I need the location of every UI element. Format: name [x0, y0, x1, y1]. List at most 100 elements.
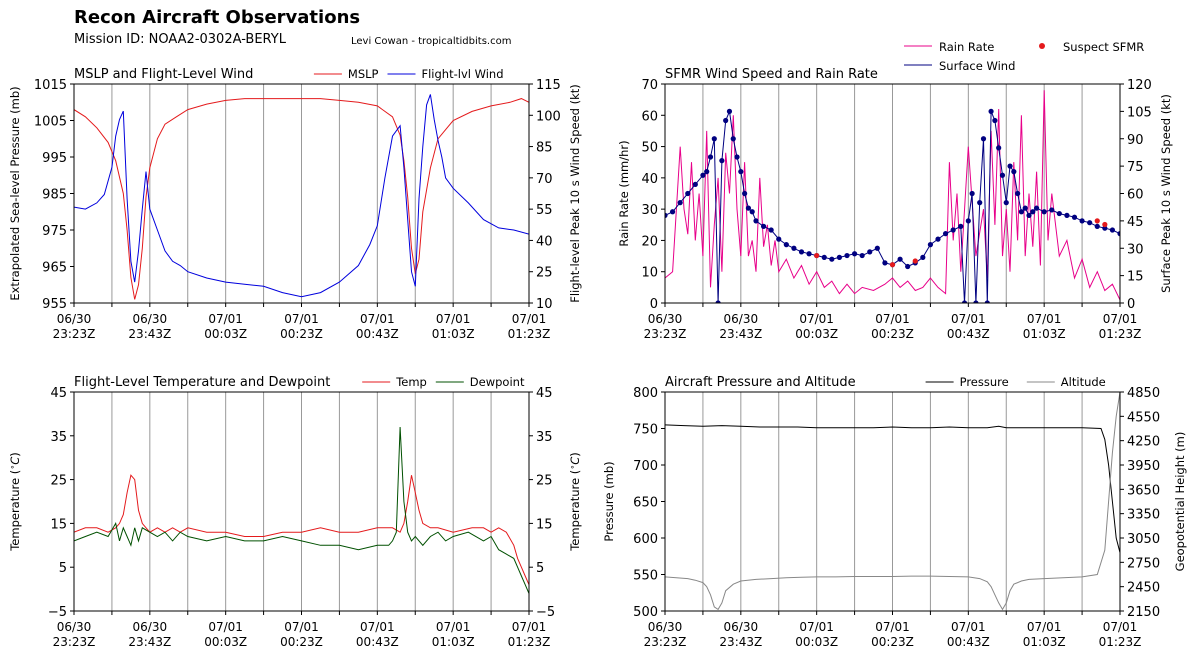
y-tick-label-right: 70: [536, 172, 553, 187]
sfmr-point: [1079, 218, 1085, 224]
sfmr-point: [1015, 190, 1021, 197]
sfmr-point: [783, 242, 789, 248]
x-tick-label-date: 07/01: [360, 312, 395, 326]
x-tick-label-time: 01:03Z: [1023, 635, 1066, 649]
y-tick-label-right: 100: [536, 109, 561, 124]
suspect-point: [912, 258, 918, 264]
sfmr-point: [821, 254, 827, 260]
x-tick-label-time: 01:23Z: [508, 327, 551, 341]
x-tick-label-time: 00:43Z: [356, 327, 399, 341]
y-tick-label-right: 10: [536, 297, 553, 312]
series-line-dew: [74, 426, 529, 594]
sfmr-point: [969, 190, 975, 197]
x-tick-label-time: 23:43Z: [128, 635, 171, 649]
sfmr-point: [996, 145, 1002, 151]
x-tick-label-date: 06/30: [133, 620, 168, 634]
sfmr-point: [1011, 169, 1017, 175]
sfmr-point: [806, 251, 812, 257]
y-tick-label-right: 3350: [1127, 508, 1160, 523]
sfmr-point: [897, 256, 903, 262]
x-tick-label-date: 07/01: [1027, 312, 1062, 326]
x-tick-label-date: 07/01: [1103, 312, 1138, 326]
panel-3: 06/3023:23Z06/3023:43Z07/0100:03Z07/0100…: [8, 375, 582, 649]
sfmr-point: [730, 136, 736, 142]
series-line-mslp: [74, 98, 529, 300]
sfmr-point: [1041, 209, 1047, 215]
x-tick-label-time: 01:23Z: [1099, 635, 1142, 649]
sfmr-point: [665, 212, 668, 218]
suspect-point: [889, 262, 896, 268]
x-tick-label-time: 23:23Z: [53, 327, 96, 341]
y-tick-label-right: 115: [536, 78, 561, 93]
sfmr-point: [1030, 209, 1036, 215]
y-tick-label-right: 0: [1127, 297, 1135, 312]
legend-swatch-point: [1039, 43, 1045, 49]
sfmr-point: [874, 245, 880, 251]
y-tick-label-right: 85: [536, 141, 553, 156]
sfmr-point: [829, 256, 835, 262]
x-tick-label-date: 06/30: [648, 312, 683, 326]
x-tick-label-date: 07/01: [284, 312, 319, 326]
series-line-temp: [74, 474, 529, 585]
sfmr-point: [692, 181, 698, 187]
sfmr-point: [1007, 163, 1013, 169]
y-tick-label-left: 1015: [34, 78, 67, 93]
sfmr-point: [707, 154, 714, 160]
y-tick-label-left: 0: [650, 297, 658, 312]
y-tick-label-right: 3050: [1127, 532, 1160, 547]
y-tick-label-right: 40: [536, 234, 553, 249]
sfmr-point: [719, 158, 725, 164]
legend-label: Suspect SFMR: [1063, 40, 1144, 54]
y-tick-label-left: 5: [59, 561, 67, 576]
y-tick-label-left: 1005: [34, 115, 67, 130]
y-tick-label-right: 25: [536, 266, 553, 281]
sfmr-point: [715, 300, 721, 303]
sfmr-point: [1109, 227, 1116, 233]
sfmr-point: [980, 136, 987, 142]
x-tick-label-time: 00:03Z: [795, 635, 838, 649]
sfmr-point: [749, 209, 755, 215]
x-tick-label-date: 07/01: [951, 620, 986, 634]
suspect-point: [814, 252, 820, 259]
sfmr-point: [977, 200, 983, 206]
x-tick-label-time: 23:23Z: [53, 635, 96, 649]
y-tick-label-right: 4550: [1127, 410, 1160, 425]
sfmr-point: [742, 190, 748, 197]
legend-label: MSLP: [348, 67, 379, 81]
series-line-flwind: [74, 94, 529, 298]
sfmr-point: [992, 117, 998, 124]
sfmr-point: [745, 205, 752, 211]
sfmr-point: [738, 169, 744, 175]
y-tick-label-right: 90: [1127, 133, 1144, 148]
x-tick-label-date: 07/01: [799, 312, 834, 326]
y-tick-label-left: 995: [42, 151, 67, 166]
sfmr-point: [961, 300, 968, 303]
y-axis-label-left: Rain Rate (mm/hr): [617, 140, 631, 246]
y-tick-label-right: 120: [1127, 78, 1152, 93]
y-tick-label-right: 75: [1127, 160, 1144, 175]
y-tick-label-right: 3950: [1127, 459, 1160, 474]
panel-title: Flight-Level Temperature and Dewpoint: [74, 375, 330, 390]
y-tick-label-left: 800: [633, 386, 658, 401]
suspect-point: [1102, 221, 1108, 228]
y-axis-label-left: Extrapolated Sea-level Pressure (mb): [8, 86, 22, 300]
x-tick-label-time: 00:23Z: [871, 327, 914, 341]
x-tick-label-time: 00:43Z: [947, 635, 990, 649]
y-tick-label-right: 4250: [1127, 435, 1160, 450]
x-tick-label-date: 07/01: [875, 620, 910, 634]
y-tick-label-right: 2750: [1127, 556, 1160, 571]
sfmr-point: [867, 249, 873, 255]
legend-label: Rain Rate: [939, 40, 994, 54]
x-tick-label-date: 06/30: [724, 620, 759, 634]
y-tick-label-left: 15: [50, 517, 67, 532]
sfmr-point: [1102, 225, 1108, 231]
sfmr-point: [942, 231, 949, 237]
sfmr-point: [859, 252, 865, 259]
y-tick-label-right: −5: [536, 605, 555, 620]
sfmr-point: [734, 154, 740, 160]
y-tick-label-left: 50: [641, 141, 658, 156]
x-tick-label-time: 01:03Z: [432, 327, 475, 341]
y-tick-label-left: 20: [641, 234, 658, 249]
x-tick-label-date: 06/30: [648, 620, 683, 634]
x-tick-label-date: 07/01: [208, 312, 243, 326]
